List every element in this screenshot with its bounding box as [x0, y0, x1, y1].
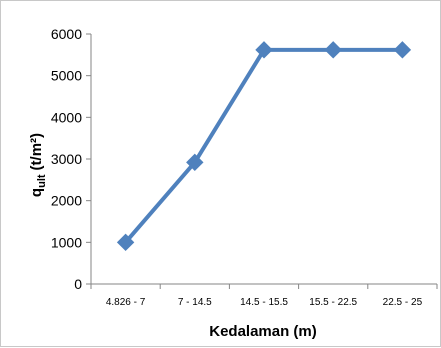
y-tick-label: 0 [74, 276, 82, 292]
y-axis-title-subscript: ult [36, 174, 48, 188]
y-axis-title-unit: (t/m²) [28, 133, 45, 171]
y-axis-title: qult (t/m²) [28, 133, 48, 197]
data-point-marker [116, 233, 135, 252]
x-axis-title: Kedalaman (m) [209, 323, 317, 340]
series-line [124, 47, 403, 244]
x-tick-label: 22.5 - 25 [383, 297, 423, 308]
y-tick-label: 3000 [51, 151, 82, 167]
x-tick-label: 7 - 14.5 [178, 297, 212, 308]
y-tick-label: 6000 [51, 26, 82, 42]
y-tick-label: 2000 [51, 193, 82, 209]
x-tick-label: 15.5 - 22.5 [309, 297, 357, 308]
data-point-marker [324, 41, 342, 59]
y-tick-label: 4000 [51, 109, 82, 125]
x-tick-label: 14.5 - 15.5 [240, 297, 288, 308]
y-axis-title-main: q [28, 188, 45, 197]
series-group [116, 41, 412, 252]
data-point-marker [186, 153, 204, 172]
y-axis-ticks: 0 1000 2000 3000 4000 5000 6000 [51, 26, 91, 292]
data-point-marker [255, 41, 273, 59]
x-axis-ticks: 4.826 - 7 7 - 14.5 14.5 - 15.5 15.5 - 22.5 2… [90, 284, 438, 308]
y-tick-label: 5000 [51, 68, 82, 84]
y-tick-label: 1000 [51, 234, 82, 250]
data-point-marker [393, 41, 412, 59]
x-tick-label: 4.826 - 7 [106, 297, 146, 308]
